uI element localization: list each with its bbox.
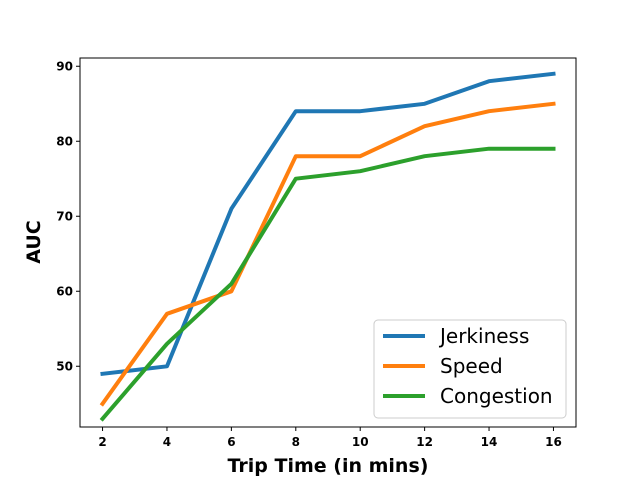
x-tick-label: 10 (352, 435, 369, 449)
y-tick-label: 80 (56, 134, 73, 148)
series-line-jerkiness (100, 71, 556, 377)
y-tick-label: 90 (56, 59, 73, 73)
series-lines (99, 71, 556, 422)
legend: Jerkiness Speed Congestion (373, 319, 567, 419)
series-line-congestion (99, 146, 556, 422)
x-tick-label: 12 (416, 435, 433, 449)
y-axis: 50 60 70 80 90 (56, 59, 80, 373)
y-tick-label: 70 (56, 209, 73, 223)
legend-label-jerkiness: Jerkiness (438, 324, 529, 348)
x-tick-label: 2 (98, 435, 106, 449)
x-tick-label: 6 (227, 435, 235, 449)
x-axis-title: Trip Time (in mins) (228, 455, 429, 477)
legend-label-speed: Speed (440, 354, 503, 378)
y-tick-label: 50 (56, 359, 73, 373)
x-tick-label: 4 (163, 435, 171, 449)
series-line-speed (99, 101, 556, 407)
y-axis-title: AUC (23, 220, 45, 264)
legend-box (373, 319, 567, 419)
legend-label-congestion: Congestion (440, 384, 553, 408)
x-tick-label: 14 (481, 435, 498, 449)
y-tick-label: 60 (56, 284, 73, 298)
x-axis: 2 4 6 8 10 12 14 16 (98, 427, 562, 449)
x-tick-label: 8 (292, 435, 300, 449)
x-tick-label: 16 (545, 435, 562, 449)
